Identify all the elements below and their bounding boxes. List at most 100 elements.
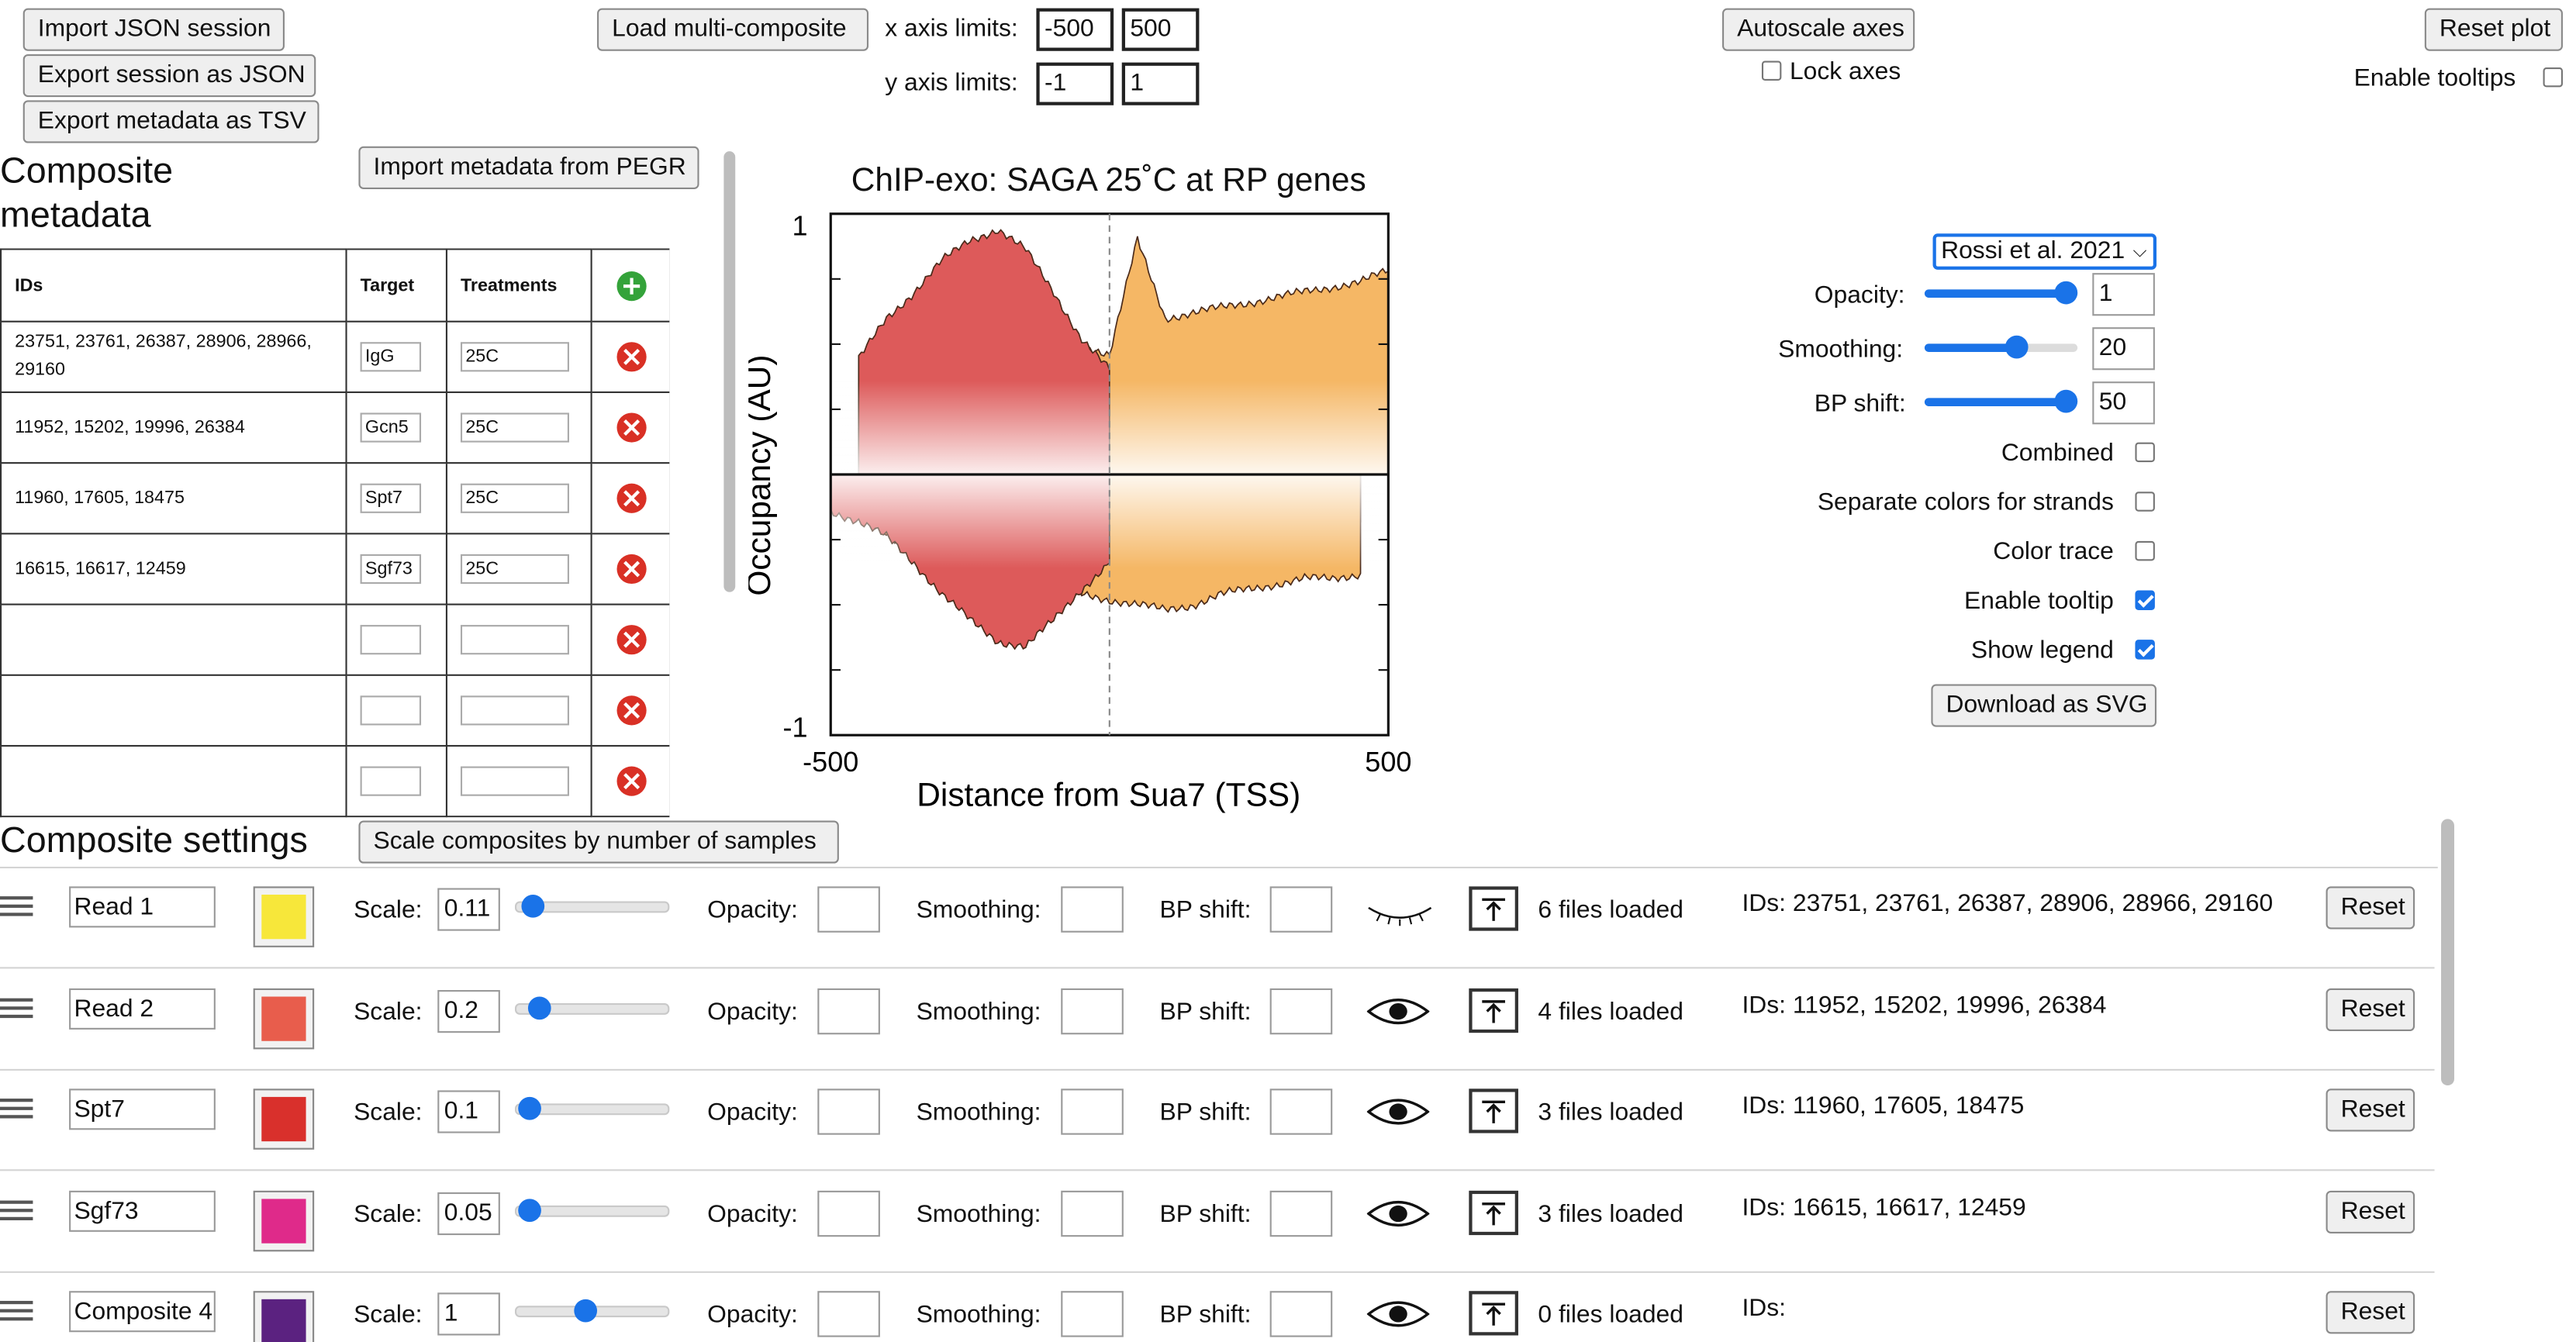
composite-bp-shift-input[interactable] [1269,1088,1333,1135]
composite-reset-button[interactable]: Reset [2326,987,2415,1030]
opacity-slider[interactable] [1924,281,2078,305]
target-input[interactable]: Spt7 [360,483,422,513]
eye-icon[interactable] [1366,1095,1431,1137]
x-min-input[interactable]: -500 [1036,8,1114,51]
delete-row-icon[interactable] [616,412,646,443]
smoothing-input[interactable]: 20 [2092,327,2155,371]
delete-row-icon[interactable] [616,625,646,655]
enable-tooltips-checkbox[interactable] [2543,67,2563,88]
scale-input[interactable]: 0.2 [437,988,500,1033]
export-json-button[interactable]: Export session as JSON [22,54,316,98]
treatment-input[interactable] [460,766,569,796]
treatment-input[interactable]: 25C [460,483,569,513]
composite-color-picker[interactable] [253,886,315,947]
composite-bp-shift-input[interactable] [1269,1189,1333,1237]
scale-slider[interactable] [514,1198,670,1222]
separate-strands-icon[interactable] [1469,987,1518,1033]
composite-opacity-input[interactable] [817,987,880,1034]
treatment-input[interactable] [460,695,569,726]
x-max-input[interactable]: 500 [1121,8,1200,51]
metadata-scrollbar[interactable] [723,151,736,592]
download-svg-button[interactable]: Download as SVG [1931,684,2157,727]
eye-icon[interactable] [1366,1196,1431,1237]
drag-handle-icon[interactable] [0,896,33,916]
delete-row-icon[interactable] [616,483,646,513]
autoscale-axes-button[interactable]: Autoscale axes [1722,8,1915,51]
enable-tooltip-checkbox[interactable] [2135,590,2155,611]
composite-bp-shift-input[interactable] [1269,886,1333,933]
scale-input[interactable]: 0.05 [437,1191,500,1235]
delete-row-icon[interactable] [616,695,646,726]
smoothing-slider[interactable] [1924,335,2078,359]
treatment-input[interactable]: 25C [460,554,569,585]
composite-name-input[interactable]: Sgf73 [69,1189,216,1231]
scale-input[interactable]: 0.1 [437,1090,500,1133]
separate-strands-icon[interactable] [1469,1189,1518,1235]
scale-input[interactable]: 1 [437,1292,500,1336]
show-legend-checkbox[interactable] [2135,640,2155,660]
composite-reset-button[interactable]: Reset [2326,886,2415,930]
treatment-input[interactable]: 25C [460,412,569,443]
eye-icon[interactable] [1366,994,1431,1035]
target-input[interactable] [360,766,422,796]
scale-input[interactable]: 0.11 [437,888,500,931]
separate-strands-icon[interactable] [1469,1291,1518,1336]
composite-smoothing-input[interactable] [1061,987,1124,1034]
load-multi-composite-button[interactable]: Load multi-composite [597,8,869,51]
separate-colors-checkbox[interactable] [2135,492,2155,512]
reset-plot-button[interactable]: Reset plot [2424,8,2563,51]
composite-name-input[interactable]: Read 1 [69,886,216,928]
drag-handle-icon[interactable] [0,1199,33,1220]
composite-smoothing-input[interactable] [1061,1189,1124,1237]
target-input[interactable]: Sgf73 [360,554,422,585]
separate-strands-icon[interactable] [1469,886,1518,931]
eye-icon[interactable] [1366,1298,1431,1339]
composite-color-picker[interactable] [253,987,315,1049]
treatment-input[interactable] [460,625,569,655]
composite-list-scrollbar[interactable] [2441,819,2454,1086]
bp-shift-slider[interactable] [1924,389,2078,413]
y-min-input[interactable]: -1 [1036,62,1114,105]
import-json-button[interactable]: Import JSON session [22,8,285,51]
lock-axes-checkbox[interactable] [1761,60,1782,81]
composite-opacity-input[interactable] [817,1088,880,1135]
scale-slider[interactable] [514,894,670,918]
target-input[interactable]: Gcn5 [360,412,422,443]
composite-name-input[interactable]: Spt7 [69,1088,216,1130]
composite-reset-button[interactable]: Reset [2326,1189,2415,1233]
composite-opacity-input[interactable] [817,886,880,933]
preset-select[interactable]: Rossi et al. 2021 ⌵ [1932,233,2157,270]
delete-row-icon[interactable] [616,342,646,372]
composite-name-input[interactable]: Read 2 [69,987,216,1029]
y-max-input[interactable]: 1 [1121,62,1200,105]
composite-smoothing-input[interactable] [1061,886,1124,933]
scale-slider[interactable] [514,1096,670,1120]
bp-shift-input[interactable]: 50 [2092,381,2155,425]
separate-strands-icon[interactable] [1469,1088,1518,1133]
target-input[interactable]: IgG [360,342,422,372]
composite-smoothing-input[interactable] [1061,1291,1124,1337]
drag-handle-icon[interactable] [0,1300,33,1321]
drag-handle-icon[interactable] [0,997,33,1018]
treatment-input[interactable]: 25C [460,342,569,372]
composite-reset-button[interactable]: Reset [2326,1291,2415,1334]
color-trace-checkbox[interactable] [2135,540,2155,561]
import-pegr-button[interactable]: Import metadata from PEGR [358,146,699,189]
composite-name-input[interactable]: Composite 4 [69,1291,216,1333]
composite-color-picker[interactable] [253,1088,315,1150]
scale-composites-button[interactable]: Scale composites by number of samples [358,820,839,864]
eye-closed-icon[interactable] [1367,899,1433,940]
scale-slider[interactable] [514,1299,670,1323]
export-tsv-button[interactable]: Export metadata as TSV [22,100,319,143]
scale-slider[interactable] [514,995,670,1019]
composite-color-picker[interactable] [253,1189,315,1251]
delete-row-icon[interactable] [616,766,646,796]
combined-checkbox[interactable] [2135,442,2155,463]
target-input[interactable] [360,625,422,655]
composite-bp-shift-input[interactable] [1269,1291,1333,1337]
composite-bp-shift-input[interactable] [1269,987,1333,1034]
composite-opacity-input[interactable] [817,1291,880,1337]
drag-handle-icon[interactable] [0,1099,33,1119]
composite-reset-button[interactable]: Reset [2326,1088,2415,1132]
composite-color-picker[interactable] [253,1291,315,1342]
